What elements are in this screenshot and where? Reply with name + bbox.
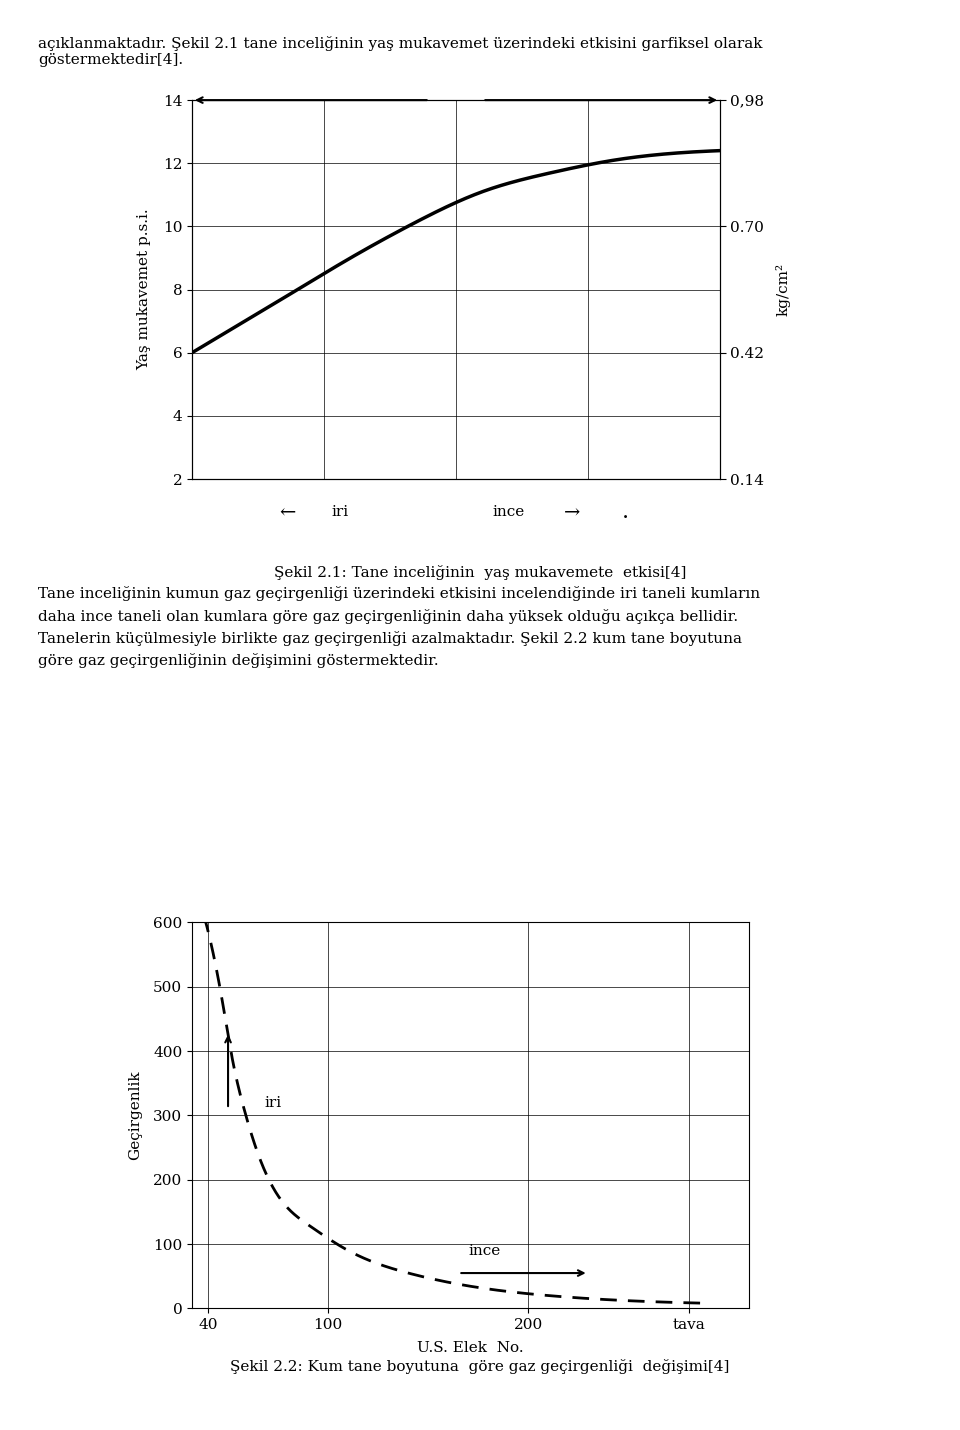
Y-axis label: Yaş mukavemet p.s.i.: Yaş mukavemet p.s.i.: [137, 209, 152, 370]
X-axis label: U.S. Elek  No.: U.S. Elek No.: [417, 1340, 524, 1354]
Y-axis label: Geçirgenlik: Geçirgenlik: [128, 1071, 142, 1160]
Text: iri: iri: [264, 1095, 281, 1110]
Text: Şekil 2.1: Tane inceliğinin  yaş mukavemete  etkisi[4]: Şekil 2.1: Tane inceliğinin yaş mukaveme…: [274, 565, 686, 579]
Text: ←: ←: [278, 503, 296, 521]
Text: Şekil 2.2: Kum tane boyutuna  göre gaz geçirgenliği  değişimi[4]: Şekil 2.2: Kum tane boyutuna göre gaz ge…: [230, 1358, 730, 1373]
Text: Tane inceliğinin kumun gaz geçirgenliği üzerindeki etkisini incelendiğinde iri t: Tane inceliğinin kumun gaz geçirgenliği …: [38, 586, 760, 668]
Text: .: .: [621, 500, 629, 523]
Text: →: →: [564, 503, 581, 521]
Text: açıklanmaktadır. Şekil 2.1 tane inceliğinin yaş mukavemet üzerindeki etkisini ga: açıklanmaktadır. Şekil 2.1 tane inceliği…: [38, 36, 763, 67]
Text: iri: iri: [331, 505, 348, 519]
Text: ince: ince: [492, 505, 525, 519]
Text: ince: ince: [468, 1244, 501, 1257]
Y-axis label: kg/cm²: kg/cm²: [776, 263, 790, 316]
